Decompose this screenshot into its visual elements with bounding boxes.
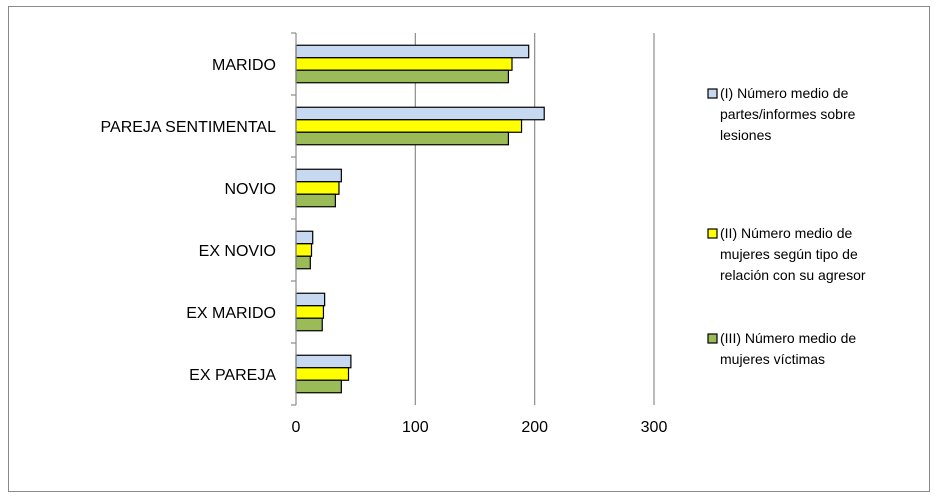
legend-entry-text: lesiones xyxy=(720,127,771,143)
y-category-label: MARIDO xyxy=(212,57,276,74)
y-category-label: PAREJA SENTIMENTAL xyxy=(101,119,277,136)
bar xyxy=(295,292,326,307)
y-category-label: EX PAREJA xyxy=(189,367,276,384)
y-category-label: EX NOVIO xyxy=(199,243,276,260)
bar xyxy=(295,230,314,245)
bar xyxy=(295,69,510,84)
bar xyxy=(295,243,313,257)
y-category-label: NOVIO xyxy=(224,181,276,198)
bar xyxy=(295,255,311,270)
axes xyxy=(291,32,297,406)
bar xyxy=(295,354,352,369)
x-tick-label: 100 xyxy=(402,419,429,436)
legend-entry-text: (III) Número medio de xyxy=(720,330,856,346)
bar xyxy=(295,168,342,183)
legend-entry-text: mujeres según tipo de xyxy=(720,246,858,262)
bar xyxy=(295,305,325,319)
legend-swatch xyxy=(707,88,718,99)
legend-entry-text: mujeres víctimas xyxy=(720,351,825,367)
bar xyxy=(295,119,523,133)
legend-swatch xyxy=(707,228,718,239)
bar xyxy=(295,317,323,332)
bar xyxy=(295,379,342,394)
bar xyxy=(295,181,340,195)
gridlines xyxy=(414,33,655,405)
bar xyxy=(295,44,530,59)
legend-entry-text: (II) Número medio de xyxy=(720,225,852,241)
tick-labels: 0 100 200 300 MARIDO PAREJA SENTIMENTAL NOVIO E… xyxy=(101,57,668,436)
bars xyxy=(295,44,545,394)
legend-entry-text: relación con su agresor xyxy=(720,267,866,283)
x-tick-label: 300 xyxy=(641,419,668,436)
bar xyxy=(295,57,513,71)
x-tick-label: 0 xyxy=(292,419,301,436)
chart-frame xyxy=(8,6,930,492)
legend-swatch xyxy=(707,333,718,344)
y-category-label: EX MARIDO xyxy=(186,305,276,322)
x-tick-label: 200 xyxy=(521,419,548,436)
legend-entry-text: partes/informes sobre xyxy=(720,106,856,122)
bar xyxy=(295,131,510,146)
bar xyxy=(295,193,336,208)
legend: (I) Número medio de partes/informes sobre… xyxy=(707,85,866,367)
bar xyxy=(295,106,545,121)
bar xyxy=(295,367,350,381)
legend-entry-text: (I) Número medio de xyxy=(720,85,849,101)
